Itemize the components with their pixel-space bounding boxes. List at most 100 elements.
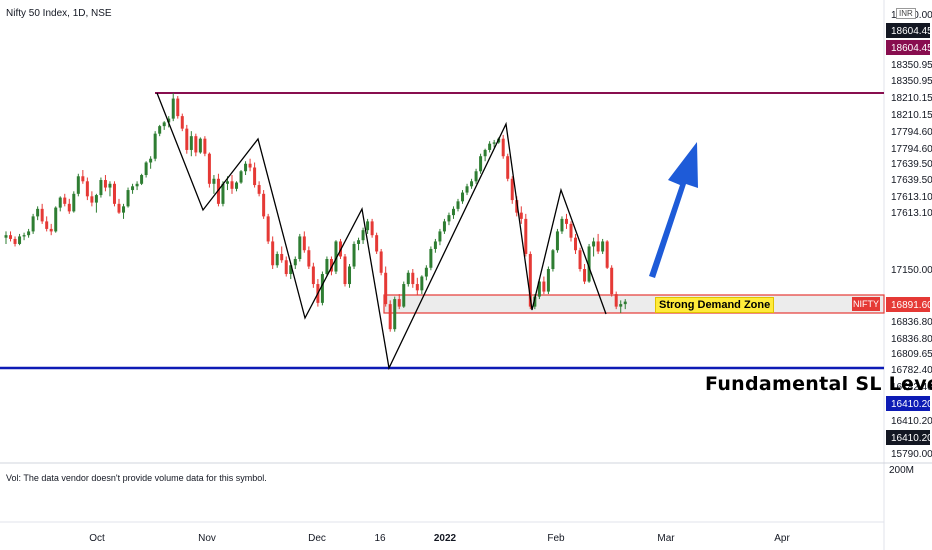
candle-body — [429, 248, 433, 268]
price-label: 18350.95 — [891, 60, 932, 71]
candle-body — [307, 250, 311, 267]
price-label: 16410.20 — [891, 416, 932, 427]
price-label: 15790.00 — [891, 449, 932, 460]
candle-body — [397, 299, 401, 307]
nifty-price-tag: NIFTY — [852, 297, 880, 311]
price-label: 16782.40 — [891, 382, 932, 393]
candle-body — [103, 180, 107, 188]
candle-body — [216, 178, 220, 204]
candle-body — [479, 156, 483, 172]
zigzag-trend-line[interactable] — [156, 92, 607, 371]
demand-zone-rect[interactable] — [383, 294, 885, 314]
candle-body — [447, 215, 451, 222]
candle-body — [424, 267, 428, 277]
candle-body — [357, 240, 361, 244]
candle-body — [280, 253, 284, 261]
candle-body — [112, 183, 116, 204]
candle-body — [420, 276, 424, 291]
price-label: 16410.20 — [891, 399, 932, 410]
candle-body — [492, 142, 496, 144]
candle-body — [189, 136, 193, 150]
candle-body — [601, 241, 605, 252]
price-label: 17794.60 — [891, 144, 932, 155]
candle-body — [4, 235, 8, 238]
candle-body — [411, 272, 415, 285]
candle-body — [158, 126, 162, 134]
price-label: 18210.15 — [891, 110, 932, 121]
candle-body — [605, 241, 609, 268]
candle-body — [203, 138, 207, 154]
time-label: 2022 — [434, 533, 457, 544]
candle-body — [379, 251, 383, 273]
price-badge — [886, 297, 930, 312]
candle-body — [564, 218, 568, 224]
candle-body — [257, 185, 261, 194]
candle-body — [451, 208, 455, 216]
candle-body — [343, 256, 347, 285]
candle-body — [465, 186, 469, 193]
candle-body — [456, 201, 460, 209]
candle-body — [85, 181, 89, 197]
price-badge — [886, 396, 930, 411]
currency-badge[interactable]: INR — [896, 8, 916, 19]
candle-body — [528, 253, 532, 307]
price-label: 18604.45 — [891, 43, 932, 54]
volume-note: Vol: The data vendor doesn't provide vol… — [6, 473, 267, 483]
candle-body — [311, 266, 315, 285]
candle-body — [506, 156, 510, 179]
candle-body — [583, 269, 587, 282]
candle-body — [198, 138, 202, 153]
candle-body — [13, 238, 17, 244]
time-label: Dec — [308, 533, 326, 544]
candle-body — [99, 180, 103, 196]
candle-body — [293, 258, 297, 266]
candle-body — [149, 158, 153, 163]
time-axis[interactable]: Oct Nov Dec 16 2022 Feb Mar Apr — [89, 533, 790, 544]
candle-body — [135, 183, 139, 187]
candle-body — [533, 296, 537, 307]
candle-body — [614, 294, 618, 307]
candle-body — [235, 182, 239, 189]
candle-body — [524, 218, 528, 254]
candle-body — [262, 193, 266, 217]
candle-body — [433, 241, 437, 249]
candle-body — [384, 272, 388, 305]
candle-body — [239, 171, 243, 183]
candle-body — [366, 221, 370, 231]
price-scale[interactable]: 19000.0018604.4518604.4518350.9518350.95… — [886, 10, 932, 476]
candle-body — [483, 149, 487, 157]
candle-body — [207, 153, 211, 184]
candle-body — [474, 171, 478, 182]
candle-body — [45, 221, 49, 229]
candle-body — [94, 195, 98, 203]
candle-body — [542, 281, 546, 292]
candle-body — [162, 122, 166, 127]
candle-body — [510, 178, 514, 201]
candle-body — [90, 196, 94, 203]
time-label: Nov — [198, 533, 216, 544]
candle-body — [587, 246, 591, 282]
price-label: 17639.50 — [891, 159, 932, 170]
candle-body — [329, 258, 333, 272]
candle-body — [488, 143, 492, 150]
candle-body — [402, 284, 406, 307]
candle-body — [244, 163, 248, 172]
candle-body — [122, 206, 126, 213]
candle-body — [515, 200, 519, 213]
candle-body — [221, 183, 225, 204]
time-label: Mar — [657, 533, 675, 544]
price-badge — [886, 430, 930, 445]
candle-body — [9, 235, 13, 239]
candle-body — [438, 231, 442, 242]
candle-body — [131, 186, 135, 191]
candle-body — [578, 250, 582, 270]
candle-body — [596, 241, 600, 252]
candle-body — [225, 181, 229, 184]
candle-body — [18, 236, 22, 244]
candle-body — [81, 176, 85, 182]
candle-body — [352, 243, 356, 267]
candle-body — [415, 284, 419, 291]
candle-body — [117, 203, 121, 213]
candle-body — [569, 223, 573, 238]
